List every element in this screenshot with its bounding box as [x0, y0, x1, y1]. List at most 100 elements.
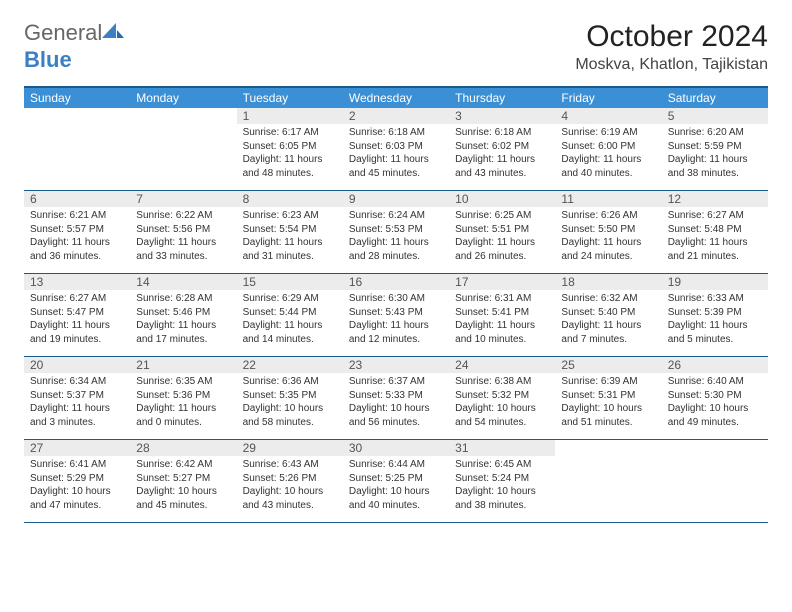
dayname: Sunday	[24, 88, 130, 108]
day-number: 24	[449, 357, 555, 373]
day-details: Sunrise: 6:40 AMSunset: 5:30 PMDaylight:…	[662, 373, 768, 433]
calendar-cell: 13Sunrise: 6:27 AMSunset: 5:47 PMDayligh…	[24, 274, 130, 356]
header: General Blue October 2024 Moskva, Khatlo…	[24, 20, 768, 74]
calendar-cell: ..	[555, 440, 661, 522]
sunrise-line: Sunrise: 6:30 AM	[349, 292, 443, 306]
day-details: Sunrise: 6:43 AMSunset: 5:26 PMDaylight:…	[237, 456, 343, 516]
sunset-line: Sunset: 5:56 PM	[136, 223, 230, 237]
sunrise-line: Sunrise: 6:39 AM	[561, 375, 655, 389]
day-number: 1	[237, 108, 343, 124]
day-details: Sunrise: 6:45 AMSunset: 5:24 PMDaylight:…	[449, 456, 555, 516]
day-details: Sunrise: 6:21 AMSunset: 5:57 PMDaylight:…	[24, 207, 130, 267]
daylight-line: Daylight: 11 hours and 12 minutes.	[349, 319, 443, 346]
daylight-line: Daylight: 10 hours and 51 minutes.	[561, 402, 655, 429]
day-number: 9	[343, 191, 449, 207]
day-number: 23	[343, 357, 449, 373]
calendar-cell: ..	[130, 108, 236, 190]
day-details: Sunrise: 6:27 AMSunset: 5:47 PMDaylight:…	[24, 290, 130, 350]
daylight-line: Daylight: 11 hours and 17 minutes.	[136, 319, 230, 346]
day-number: 16	[343, 274, 449, 290]
day-details: Sunrise: 6:28 AMSunset: 5:46 PMDaylight:…	[130, 290, 236, 350]
calendar-cell: ..	[662, 440, 768, 522]
dayname: Wednesday	[343, 88, 449, 108]
day-number: 17	[449, 274, 555, 290]
day-number: 31	[449, 440, 555, 456]
calendar-cell: ..	[24, 108, 130, 190]
daylight-line: Daylight: 11 hours and 26 minutes.	[455, 236, 549, 263]
sunrise-line: Sunrise: 6:23 AM	[243, 209, 337, 223]
daylight-line: Daylight: 11 hours and 28 minutes.	[349, 236, 443, 263]
sunset-line: Sunset: 5:25 PM	[349, 472, 443, 486]
day-details: Sunrise: 6:33 AMSunset: 5:39 PMDaylight:…	[662, 290, 768, 350]
daylight-line: Daylight: 11 hours and 33 minutes.	[136, 236, 230, 263]
day-details: Sunrise: 6:22 AMSunset: 5:56 PMDaylight:…	[130, 207, 236, 267]
day-number: 30	[343, 440, 449, 456]
sunset-line: Sunset: 6:05 PM	[243, 140, 337, 154]
calendar-cell: 22Sunrise: 6:36 AMSunset: 5:35 PMDayligh…	[237, 357, 343, 439]
day-number: 8	[237, 191, 343, 207]
day-details: Sunrise: 6:31 AMSunset: 5:41 PMDaylight:…	[449, 290, 555, 350]
sunrise-line: Sunrise: 6:18 AM	[455, 126, 549, 140]
daylight-line: Daylight: 11 hours and 24 minutes.	[561, 236, 655, 263]
sunset-line: Sunset: 5:41 PM	[455, 306, 549, 320]
day-details: Sunrise: 6:19 AMSunset: 6:00 PMDaylight:…	[555, 124, 661, 184]
daylight-line: Daylight: 11 hours and 31 minutes.	[243, 236, 337, 263]
sunrise-line: Sunrise: 6:27 AM	[30, 292, 124, 306]
day-number: 21	[130, 357, 236, 373]
calendar-cell: 11Sunrise: 6:26 AMSunset: 5:50 PMDayligh…	[555, 191, 661, 273]
daylight-line: Daylight: 11 hours and 38 minutes.	[668, 153, 762, 180]
sunset-line: Sunset: 5:53 PM	[349, 223, 443, 237]
brand-logo: General Blue	[24, 20, 124, 73]
sunrise-line: Sunrise: 6:29 AM	[243, 292, 337, 306]
daylight-line: Daylight: 10 hours and 45 minutes.	[136, 485, 230, 512]
daylight-line: Daylight: 11 hours and 36 minutes.	[30, 236, 124, 263]
sunset-line: Sunset: 5:32 PM	[455, 389, 549, 403]
sunrise-line: Sunrise: 6:28 AM	[136, 292, 230, 306]
day-details: Sunrise: 6:42 AMSunset: 5:27 PMDaylight:…	[130, 456, 236, 516]
calendar-cell: 16Sunrise: 6:30 AMSunset: 5:43 PMDayligh…	[343, 274, 449, 356]
calendar-cell: 14Sunrise: 6:28 AMSunset: 5:46 PMDayligh…	[130, 274, 236, 356]
daylight-line: Daylight: 11 hours and 10 minutes.	[455, 319, 549, 346]
calendar-cell: 17Sunrise: 6:31 AMSunset: 5:41 PMDayligh…	[449, 274, 555, 356]
sunrise-line: Sunrise: 6:31 AM	[455, 292, 549, 306]
sunrise-line: Sunrise: 6:32 AM	[561, 292, 655, 306]
dayname: Friday	[555, 88, 661, 108]
daylight-line: Daylight: 11 hours and 0 minutes.	[136, 402, 230, 429]
calendar-cell: 5Sunrise: 6:20 AMSunset: 5:59 PMDaylight…	[662, 108, 768, 190]
sunset-line: Sunset: 5:26 PM	[243, 472, 337, 486]
daylight-line: Daylight: 10 hours and 58 minutes.	[243, 402, 337, 429]
day-number: 26	[662, 357, 768, 373]
daylight-line: Daylight: 11 hours and 48 minutes.	[243, 153, 337, 180]
title-block: October 2024 Moskva, Khatlon, Tajikistan	[575, 20, 768, 74]
sunrise-line: Sunrise: 6:24 AM	[349, 209, 443, 223]
day-details: Sunrise: 6:32 AMSunset: 5:40 PMDaylight:…	[555, 290, 661, 350]
brand-part1: General	[24, 20, 102, 45]
day-number: 2	[343, 108, 449, 124]
sunset-line: Sunset: 5:27 PM	[136, 472, 230, 486]
day-details: Sunrise: 6:20 AMSunset: 5:59 PMDaylight:…	[662, 124, 768, 184]
sunrise-line: Sunrise: 6:38 AM	[455, 375, 549, 389]
sunset-line: Sunset: 5:44 PM	[243, 306, 337, 320]
dayname: Monday	[130, 88, 236, 108]
sunrise-line: Sunrise: 6:25 AM	[455, 209, 549, 223]
calendar-week: 20Sunrise: 6:34 AMSunset: 5:37 PMDayligh…	[24, 357, 768, 440]
sunrise-line: Sunrise: 6:37 AM	[349, 375, 443, 389]
day-details: Sunrise: 6:35 AMSunset: 5:36 PMDaylight:…	[130, 373, 236, 433]
day-details: Sunrise: 6:39 AMSunset: 5:31 PMDaylight:…	[555, 373, 661, 433]
sunrise-line: Sunrise: 6:21 AM	[30, 209, 124, 223]
calendar-cell: 2Sunrise: 6:18 AMSunset: 6:03 PMDaylight…	[343, 108, 449, 190]
daylight-line: Daylight: 11 hours and 19 minutes.	[30, 319, 124, 346]
calendar-cell: 23Sunrise: 6:37 AMSunset: 5:33 PMDayligh…	[343, 357, 449, 439]
day-number: 14	[130, 274, 236, 290]
day-number: 20	[24, 357, 130, 373]
calendar-cell: 28Sunrise: 6:42 AMSunset: 5:27 PMDayligh…	[130, 440, 236, 522]
daylight-line: Daylight: 10 hours and 49 minutes.	[668, 402, 762, 429]
calendar-cell: 12Sunrise: 6:27 AMSunset: 5:48 PMDayligh…	[662, 191, 768, 273]
daylight-line: Daylight: 11 hours and 3 minutes.	[30, 402, 124, 429]
sunrise-line: Sunrise: 6:41 AM	[30, 458, 124, 472]
calendar-cell: 21Sunrise: 6:35 AMSunset: 5:36 PMDayligh…	[130, 357, 236, 439]
day-number: 4	[555, 108, 661, 124]
day-number: 10	[449, 191, 555, 207]
dayname-row: SundayMondayTuesdayWednesdayThursdayFrid…	[24, 88, 768, 108]
brand-text: General Blue	[24, 20, 124, 73]
